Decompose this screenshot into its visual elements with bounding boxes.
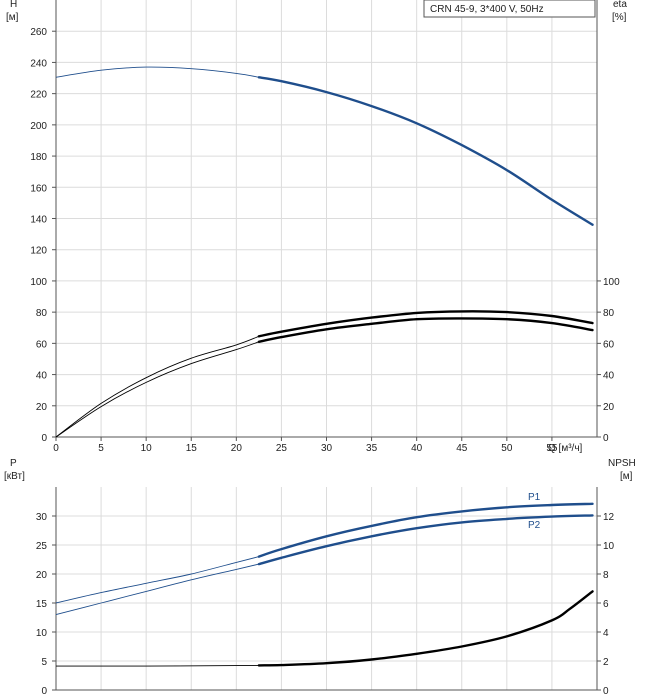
right-tick-label: 40 [603, 371, 615, 382]
eta-upper-curve [257, 310, 594, 338]
left-tick-label: 20 [36, 402, 48, 413]
x-tick-label: 0 [53, 443, 59, 454]
right-tick-label: 80 [603, 308, 615, 319]
left-tick-label: 20 [36, 570, 48, 581]
right-tick-label: 100 [603, 277, 620, 288]
left-tick-label: 240 [30, 58, 47, 69]
eta-lower-curve [257, 317, 594, 343]
axis-labels: H [м] eta [%] Q [м³/ч] P [кВт] NPSH [м] [4, 0, 636, 482]
left-tick-label: 140 [30, 215, 47, 226]
pump-model-text: CRN 45-9, 3*400 V, 50Hz [430, 4, 544, 15]
eta-axis-unit: [%] [612, 12, 627, 23]
p1-curve-thin [55, 556, 260, 604]
power-axis-unit: [кВт] [4, 471, 25, 482]
left-tick-label: 220 [30, 90, 47, 101]
npsh-axis-label: NPSH [608, 458, 636, 469]
left-tick-label: 0 [41, 686, 47, 697]
h-curve [257, 76, 594, 226]
x-tick-label: 30 [321, 443, 333, 454]
x-tick-label: 25 [276, 443, 288, 454]
top-chart-plot-area [55, 66, 594, 438]
flow-axis-label: Q [м³/ч] [548, 443, 583, 454]
right-tick-label: 8 [603, 570, 609, 581]
bottom-chart-grid: 0 5 10 15 20 25 30 0 2 4 6 8 10 12 [36, 487, 615, 697]
p1-curve [257, 502, 594, 558]
right-tick-label: 20 [603, 402, 615, 413]
left-tick-label: 10 [36, 628, 48, 639]
x-tick-label: 15 [186, 443, 198, 454]
h-curve-thin [55, 66, 259, 78]
npsh-curve-thin [56, 664, 259, 667]
right-tick-label: 6 [603, 599, 609, 610]
right-tick-label: 0 [603, 433, 609, 444]
top-chart-grid: 0204060801001201401601802002202402600204… [30, 0, 620, 454]
eta-axis-label: eta [613, 0, 627, 10]
npsh-axis-unit: [м] [620, 471, 633, 482]
bottom-chart-plot-area [55, 502, 594, 667]
x-tick-label: 55 [546, 443, 558, 454]
x-tick-label: 5 [98, 443, 104, 454]
power-axis-label: P [10, 458, 17, 469]
p2-curve [257, 514, 594, 566]
x-tick-label: 35 [366, 443, 378, 454]
right-tick-label: 0 [603, 686, 609, 697]
x-tick-label: 50 [501, 443, 513, 454]
head-axis-label: H [10, 0, 17, 10]
eta-lower-curve-thin [55, 341, 260, 438]
left-tick-label: 120 [30, 246, 47, 257]
left-tick-label: 40 [36, 371, 48, 382]
x-tick-label: 20 [231, 443, 243, 454]
eta-upper-curve-thin [55, 335, 260, 438]
x-tick-label: 40 [411, 443, 423, 454]
x-tick-label: 10 [141, 443, 153, 454]
left-tick-label: 180 [30, 152, 47, 163]
left-tick-label: 80 [36, 308, 48, 319]
left-tick-label: 260 [30, 27, 47, 38]
series-labels: P1 P2 [528, 492, 541, 531]
pump-model-annotation: CRN 45-9, 3*400 V, 50Hz [423, 0, 596, 18]
right-tick-label: 60 [603, 339, 615, 350]
left-tick-label: 200 [30, 121, 47, 132]
right-tick-label: 10 [603, 541, 615, 552]
x-tick-label: 45 [456, 443, 468, 454]
left-tick-label: 15 [36, 599, 48, 610]
right-tick-label: 12 [603, 512, 615, 523]
p2-curve-thin [55, 563, 260, 616]
npsh-curve [257, 590, 594, 667]
left-tick-label: 160 [30, 183, 47, 194]
left-tick-label: 100 [30, 277, 47, 288]
left-tick-label: 25 [36, 541, 48, 552]
p2-series-label: P2 [528, 520, 541, 531]
left-tick-label: 30 [36, 512, 48, 523]
left-tick-label: 5 [41, 657, 47, 668]
right-tick-label: 2 [603, 657, 609, 668]
right-tick-label: 4 [603, 628, 609, 639]
left-tick-label: 60 [36, 339, 48, 350]
p1-series-label: P1 [528, 492, 541, 503]
left-tick-label: 0 [41, 433, 47, 444]
head-axis-unit: [м] [6, 12, 19, 23]
